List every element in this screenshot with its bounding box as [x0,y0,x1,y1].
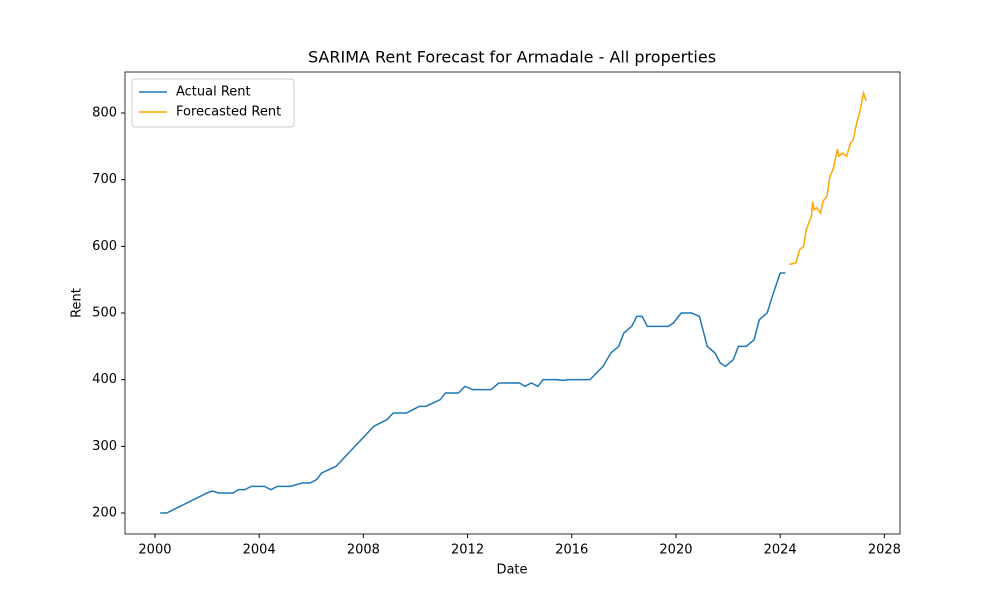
x-axis-label: Date [496,563,527,578]
y-tick-label: 800 [92,106,117,121]
plot-frame [124,71,901,535]
y-axis-label: Rent [70,288,85,318]
line-series [160,272,786,514]
legend-label: Forecasted Rent [176,105,281,120]
y-tick-label: 700 [92,172,117,187]
x-tick-label: 2020 [659,543,692,558]
chart-title: SARIMA Rent Forecast for Armadale - All … [308,48,716,67]
y-tick-label: 300 [92,439,117,454]
x-tick-label: 2008 [347,543,380,558]
x-tick-label: 2024 [764,543,797,558]
y-tick-label: 600 [92,239,117,254]
line-series [789,90,867,266]
x-tick-label: 2016 [555,543,588,558]
x-tick-label: 2028 [868,543,901,558]
x-tick-label: 2004 [243,543,276,558]
y-tick-label: 200 [92,506,117,521]
y-tick-label: 500 [92,306,117,321]
legend-label: Actual Rent [176,85,251,100]
x-tick-label: 2012 [451,543,484,558]
y-tick-label: 400 [92,372,117,387]
legend-box [131,78,295,128]
x-tick-label: 2000 [138,543,171,558]
